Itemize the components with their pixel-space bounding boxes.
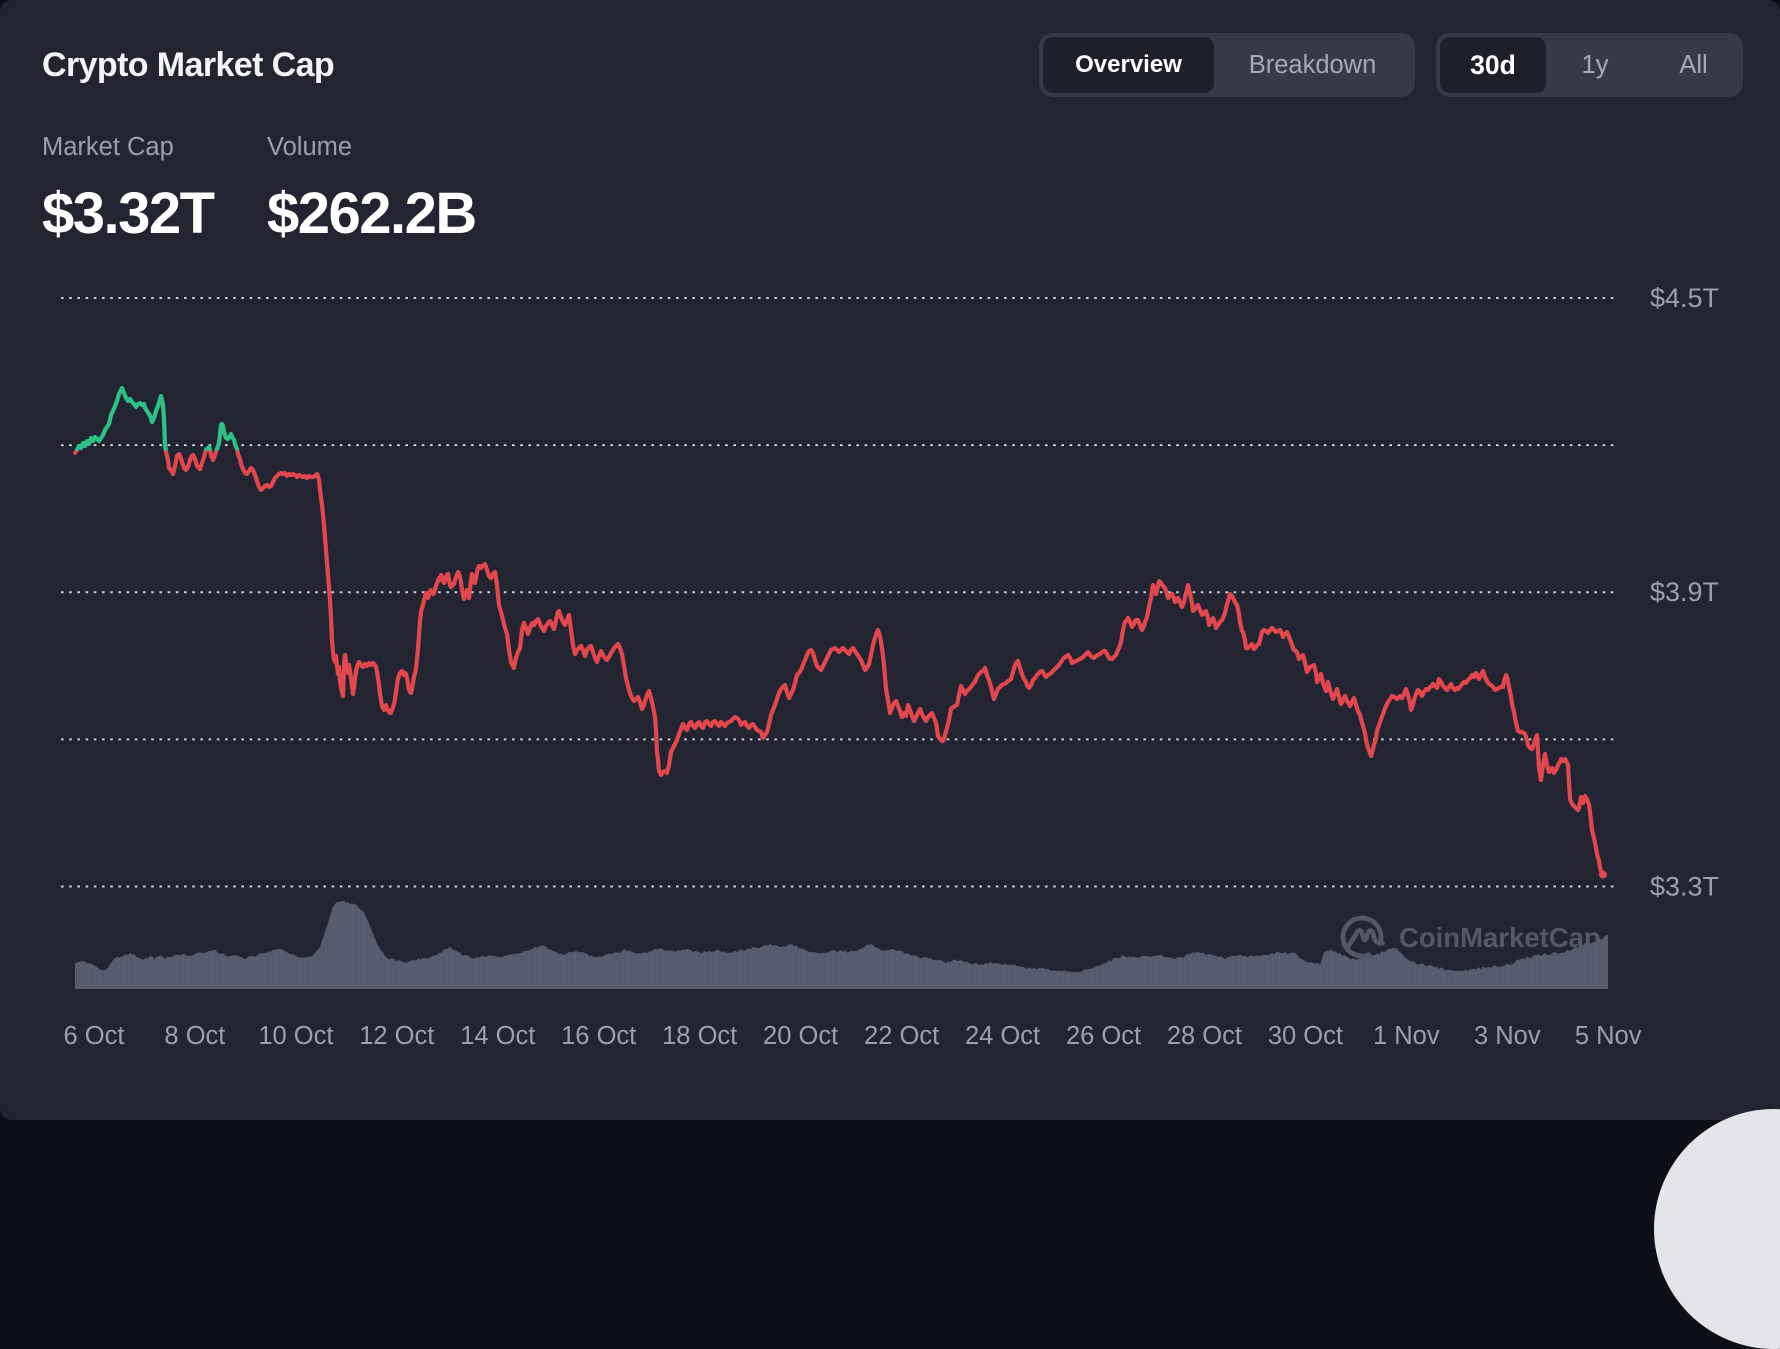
svg-text:16 Oct: 16 Oct bbox=[561, 1022, 636, 1050]
svg-text:18 Oct: 18 Oct bbox=[662, 1022, 737, 1050]
svg-text:$3.3T: $3.3T bbox=[1650, 872, 1719, 902]
svg-text:12 Oct: 12 Oct bbox=[359, 1022, 434, 1050]
svg-text:6 Oct: 6 Oct bbox=[64, 1022, 125, 1050]
svg-text:$4.5T: $4.5T bbox=[1650, 283, 1719, 313]
svg-text:8 Oct: 8 Oct bbox=[164, 1022, 225, 1050]
svg-text:28 Oct: 28 Oct bbox=[1167, 1022, 1242, 1050]
svg-text:CoinMarketCap: CoinMarketCap bbox=[1399, 922, 1601, 953]
svg-text:1 Nov: 1 Nov bbox=[1373, 1022, 1440, 1050]
svg-text:30 Oct: 30 Oct bbox=[1268, 1022, 1343, 1050]
svg-text:5 Nov: 5 Nov bbox=[1575, 1022, 1642, 1050]
svg-text:3 Nov: 3 Nov bbox=[1474, 1022, 1541, 1050]
svg-text:$3.9T: $3.9T bbox=[1650, 577, 1719, 607]
svg-text:24 Oct: 24 Oct bbox=[965, 1022, 1040, 1050]
svg-text:20 Oct: 20 Oct bbox=[763, 1022, 838, 1050]
svg-text:14 Oct: 14 Oct bbox=[460, 1022, 535, 1050]
svg-text:10 Oct: 10 Oct bbox=[258, 1022, 333, 1050]
svg-text:26 Oct: 26 Oct bbox=[1066, 1022, 1141, 1050]
svg-text:22 Oct: 22 Oct bbox=[864, 1022, 939, 1050]
